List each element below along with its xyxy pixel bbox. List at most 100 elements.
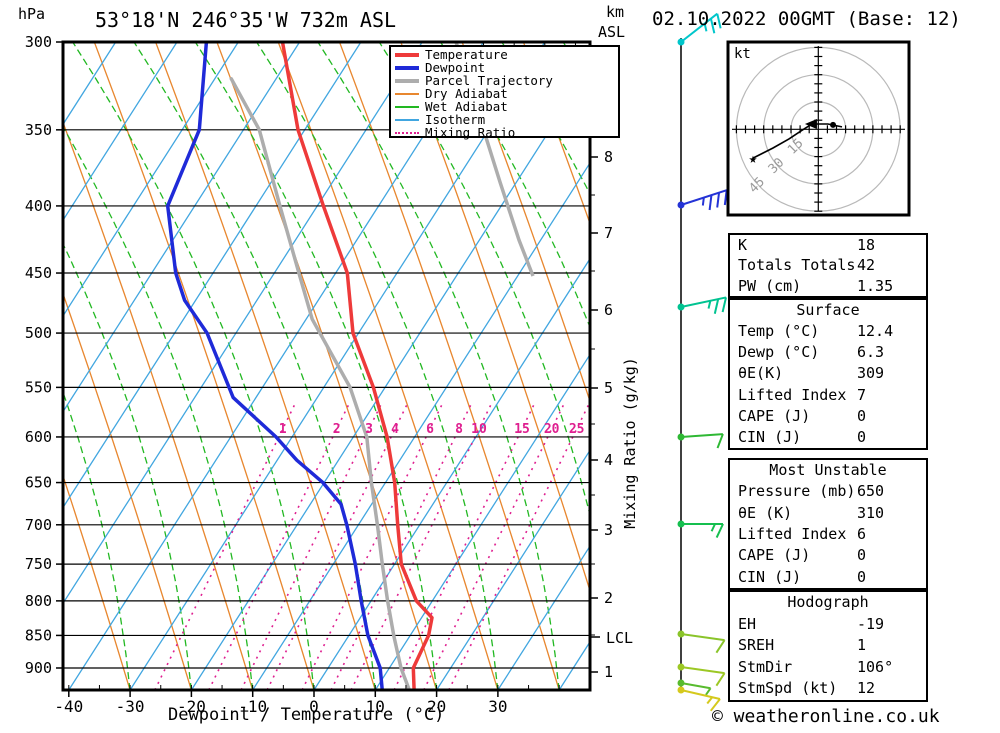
wet-adiabat-line xyxy=(63,242,192,690)
wind-barb-feather xyxy=(715,639,726,654)
wind-barb-level-dot xyxy=(677,38,685,46)
plot-border xyxy=(61,40,592,692)
km-tick-label: 7 xyxy=(604,224,613,242)
table-row-label: θE (K) xyxy=(738,503,793,522)
table-row-value: -19 xyxy=(857,614,885,633)
legend-swatch-parcel-trajectory xyxy=(395,78,419,83)
isotherm-line xyxy=(63,42,423,605)
wet-adiabat-line xyxy=(72,42,315,690)
table-row: Pressure (mb) 650 xyxy=(730,481,926,502)
table-title: Most Unstable xyxy=(769,461,887,479)
wind-barb xyxy=(677,630,726,654)
wind-barb xyxy=(677,189,728,211)
table-hodograph: Hodograph EH -19 SREH 1 StmDir 106° StmSpd (kt)… xyxy=(728,590,928,702)
table-row: Totals Totals 42 xyxy=(730,255,926,275)
lcl-label: LCL xyxy=(606,629,634,647)
table-row: Dewp (°C) 6.3 xyxy=(730,342,926,363)
table-row-label: Lifted Index xyxy=(738,385,847,404)
legend-swatch-isotherm xyxy=(395,118,419,121)
legend-item: Isotherm xyxy=(391,113,618,126)
temp-tick-label: -30 xyxy=(116,697,145,716)
table-row-value: 310 xyxy=(857,503,885,522)
wind-barb-feather xyxy=(715,672,726,687)
table-indices: K 18 Totals Totals 42 PW (cm) 1.35 xyxy=(728,233,928,298)
dry-adiabat-line xyxy=(277,42,499,690)
mixing-ratio-line xyxy=(423,404,565,690)
dry-adiabat-line xyxy=(93,42,315,690)
mixing-ratio-value-label: 8 xyxy=(455,422,463,437)
legend-item: Parcel Trajectory xyxy=(391,74,618,87)
isotherm-line xyxy=(63,42,178,222)
table-title: Hodograph xyxy=(787,593,869,611)
wind-barb xyxy=(677,433,724,449)
asl-unit-label: ASL xyxy=(598,23,626,41)
mixing-ratio-line xyxy=(266,404,408,690)
km-tick-label: 6 xyxy=(604,301,613,319)
isotherm-line xyxy=(436,449,590,690)
table-row-label: K xyxy=(738,236,748,254)
pressure-tick-label: 350 xyxy=(25,121,52,139)
wind-barb-half-feather xyxy=(701,197,705,206)
mixing-ratio-value-label: 2 xyxy=(333,422,341,437)
table-row-value: 0 xyxy=(857,406,867,425)
table-row: CAPE (J) 0 xyxy=(730,545,926,566)
table-row-value: 12.4 xyxy=(857,322,894,341)
isotherm-line xyxy=(190,65,590,690)
legend-label: Parcel Trajectory xyxy=(425,73,553,88)
wind-barb-shaft xyxy=(680,666,725,675)
table-row-label: Pressure (mb) xyxy=(738,482,856,501)
table-row-value: 650 xyxy=(857,482,885,501)
table-row-value: 6 xyxy=(857,524,867,543)
wind-barb xyxy=(677,12,722,46)
table-row: Lifted Index 6 xyxy=(730,524,926,545)
wind-barb-level-dot xyxy=(677,520,685,528)
wet-adiabat-line xyxy=(63,390,131,690)
wind-barb-shaft xyxy=(680,433,723,438)
legend-label: Dewpoint xyxy=(425,60,486,75)
table-row-label: EH xyxy=(738,614,757,633)
table-row-label: StmDir xyxy=(738,657,793,676)
legend-item: Mixing Ratio xyxy=(391,126,618,139)
pressure-tick-label: 400 xyxy=(25,197,52,215)
wind-barb-level-dot xyxy=(677,663,685,671)
wind-barb-feather xyxy=(716,433,724,449)
legend-label: Dry Adiabat xyxy=(425,86,508,101)
pressure-tick-label: 800 xyxy=(25,592,52,610)
legend-swatch-temperature xyxy=(395,52,419,57)
mixing-ratio-value-label: 1 xyxy=(279,422,287,437)
isotherm-line xyxy=(63,42,301,413)
wind-barb xyxy=(677,663,726,687)
km-tick-label: 5 xyxy=(604,379,613,397)
isotherm-line xyxy=(68,42,485,690)
table-row: Lifted Index 7 xyxy=(730,385,926,406)
wind-barb-shaft xyxy=(680,633,725,642)
table-row-label: Temp (°C) xyxy=(738,322,820,341)
wind-barb xyxy=(677,296,727,314)
km-tick-label: 2 xyxy=(604,589,613,607)
legend-item: Wet Adiabat xyxy=(391,100,618,113)
wind-barb-shaft xyxy=(680,682,711,690)
km-tick-label: 8 xyxy=(604,148,613,166)
dry-adiabat-line xyxy=(522,42,590,226)
copyright-footer: © weatheronline.co.uk xyxy=(712,706,940,727)
legend: Temperature Dewpoint Parcel Trajectory Dry … xyxy=(389,45,620,139)
table-row: Temp (°C) 12.4 xyxy=(730,321,926,342)
pressure-tick-label: 450 xyxy=(25,264,52,282)
wind-barb-feather xyxy=(713,298,720,314)
table-row-value: 12 xyxy=(857,679,876,698)
wet-adiabat-line xyxy=(317,42,560,690)
hodograph-trace xyxy=(752,123,843,159)
parcel-trajectory-curve xyxy=(229,77,411,690)
km-tick-label: 3 xyxy=(604,521,613,539)
legend-item: Dry Adiabat xyxy=(391,87,618,100)
legend-swatch-dry-adiabat xyxy=(395,92,419,95)
isotherm-line xyxy=(63,42,362,509)
pressure-tick-label: 600 xyxy=(25,428,52,446)
table-row-value: 0 xyxy=(857,427,867,446)
table-row-label: SREH xyxy=(738,636,775,655)
pressure-tick-label: 700 xyxy=(25,516,52,534)
temp-tick-label: -10 xyxy=(238,697,267,716)
table-row-label: CAPE (J) xyxy=(738,546,811,565)
dry-adiabat-line xyxy=(63,120,254,690)
